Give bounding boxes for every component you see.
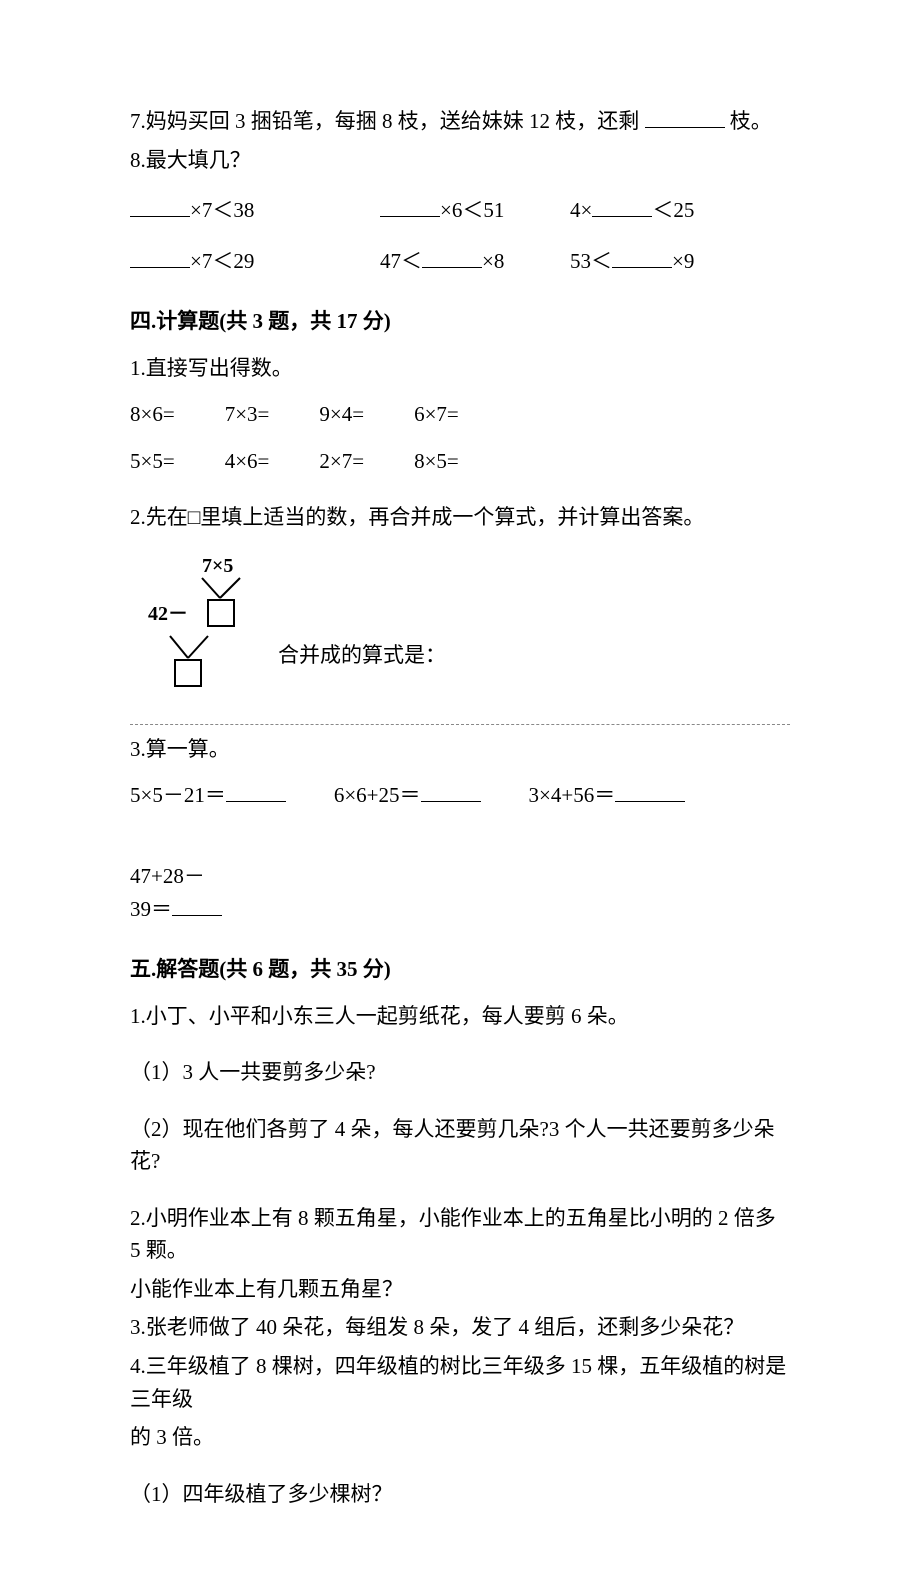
q8-r2-c3: 53＜ ×9 — [570, 245, 790, 278]
q8-r2-c2-text-b: ×8 — [482, 249, 504, 273]
calc2-d1: 47+28－ — [130, 860, 205, 893]
q8-r2-c1-text: ×7＜29 — [190, 249, 254, 273]
q8-r2-c3-text-b: ×9 — [672, 249, 694, 273]
s5-q1-a: （1）3 人一共要剪多少朵? — [130, 1056, 790, 1089]
calc-r2-2: 4×6= — [225, 445, 270, 478]
diagram-box-2[interactable] — [175, 660, 201, 686]
diagram-box-1[interactable] — [208, 600, 234, 626]
s5-q4-c: （1）四年级植了多少棵树？ — [130, 1478, 790, 1511]
calc-r2-3: 2×7= — [319, 445, 364, 478]
q8-r1-c2: ×6＜51 — [320, 194, 570, 227]
calc-r2-4: 8×5= — [414, 445, 459, 478]
calc-r1-3: 9×4= — [319, 398, 364, 431]
q8-r2-c2-text-a: 47＜ — [380, 249, 422, 273]
q7-tail: 枝。 — [730, 109, 772, 133]
q8-r1-c1-text: ×7＜38 — [190, 198, 254, 222]
calc2-a-text: 5×5－21＝ — [130, 783, 226, 807]
q8-r2-c3-blank[interactable] — [612, 246, 672, 268]
q7-blank[interactable] — [645, 106, 725, 128]
q8-r2-c1: ×7＜29 — [130, 245, 320, 278]
diagram-line-4 — [188, 636, 208, 658]
diagram-top-text: 7×5 — [202, 555, 233, 577]
diagram-line-2 — [220, 578, 240, 598]
diagram-line-3 — [170, 636, 188, 658]
calc-r1-2: 7×3= — [225, 398, 270, 431]
s5-q3: 3.张老师做了 40 朵花，每组发 8 朵，发了 4 组后，还剩多少朵花？ — [130, 1311, 790, 1344]
calc2-c-text: 3×4+56＝ — [529, 783, 616, 807]
q7-text: 7.妈妈买回 3 捆铅笔，每捆 8 枝，送给妹妹 12 枝，还剩 — [130, 109, 639, 133]
calc-row-2: 5×5= 4×6= 2×7= 8×5= — [130, 445, 790, 478]
q8-r1-c3-text-b: ＜25 — [652, 198, 694, 222]
merge-diagram: 7×5 42－ — [130, 554, 260, 704]
diagram-line-1 — [202, 578, 220, 598]
merge-diagram-wrap: 7×5 42－ 合并成的算式是： — [130, 554, 790, 704]
diagram-caption: 合并成的算式是： — [278, 639, 446, 704]
s4-q3: 3.算一算。 — [130, 733, 790, 766]
calc2-b-blank[interactable] — [421, 780, 481, 802]
diagram-left-text: 42－ — [148, 603, 188, 625]
q8-r1-c3: 4× ＜25 — [570, 194, 790, 227]
calc-r1-4: 6×7= — [414, 398, 459, 431]
fill-question-7: 7.妈妈买回 3 捆铅笔，每捆 8 枝，送给妹妹 12 枝，还剩 枝。 — [130, 105, 790, 138]
s4-q2: 2.先在□里填上适当的数，再合并成一个算式，并计算出答案。 — [130, 501, 790, 534]
calc2-b: 6×6+25＝ — [334, 779, 481, 812]
q8-r1-c1-blank[interactable] — [130, 195, 190, 217]
calc2-d-blank[interactable] — [172, 894, 222, 916]
calc2-a: 5×5－21＝ — [130, 779, 286, 812]
s5-q1-b: （2）现在他们各剪了 4 朵，每人还要剪几朵?3 个人一共还要剪多少朵花? — [130, 1113, 790, 1178]
q8-r1-c3-blank[interactable] — [592, 195, 652, 217]
q8-r2-c3-text-a: 53＜ — [570, 249, 612, 273]
q8-r1-c2-text: ×6＜51 — [440, 198, 504, 222]
s5-q2-b: 小能作业本上有几颗五角星？ — [130, 1273, 790, 1306]
calc-r2-1: 5×5= — [130, 445, 175, 478]
calc-r1-1: 8×6= — [130, 398, 175, 431]
s5-q4-b: 的 3 倍。 — [130, 1421, 790, 1454]
q8-r1-c1: ×7＜38 — [130, 194, 320, 227]
calc-row-1: 8×6= 7×3= 9×4= 6×7= — [130, 398, 790, 431]
section-5-heading: 五.解答题(共 6 题，共 35 分) — [130, 953, 790, 986]
q8-row-1: ×7＜38 ×6＜51 4× ＜25 — [130, 194, 790, 227]
calc2-d-line2: 39＝ — [130, 893, 790, 926]
q8-r1-c3-text-a: 4× — [570, 198, 592, 222]
q8-r2-c2-blank[interactable] — [422, 246, 482, 268]
calc2-b-text: 6×6+25＝ — [334, 783, 421, 807]
section-4-heading: 四.计算题(共 3 题，共 17 分) — [130, 305, 790, 338]
calc2-c: 3×4+56＝ — [529, 779, 686, 812]
s5-q2-a: 2.小明作业本上有 8 颗五角星，小能作业本上的五角星比小明的 2 倍多 5 颗… — [130, 1202, 790, 1267]
q8-r2-c1-blank[interactable] — [130, 246, 190, 268]
calc2-row: 5×5－21＝ 6×6+25＝ 3×4+56＝ 47+28－ — [130, 779, 790, 892]
dotted-divider — [130, 724, 790, 725]
calc2-a-blank[interactable] — [226, 780, 286, 802]
q8-row-2: ×7＜29 47＜ ×8 53＜ ×9 — [130, 245, 790, 278]
calc2-d2-text: 39＝ — [130, 897, 172, 921]
q8-r2-c2: 47＜ ×8 — [320, 245, 570, 278]
calc2-c-blank[interactable] — [615, 780, 685, 802]
s4-q1: 1.直接写出得数。 — [130, 352, 790, 385]
s5-q4-a: 4.三年级植了 8 棵树，四年级植的树比三年级多 15 棵，五年级植的树是三年级 — [130, 1350, 790, 1415]
q8-r1-c2-blank[interactable] — [380, 195, 440, 217]
fill-question-8: 8.最大填几？ — [130, 144, 790, 177]
s5-q1: 1.小丁、小平和小东三人一起剪纸花，每人要剪 6 朵。 — [130, 1000, 790, 1033]
